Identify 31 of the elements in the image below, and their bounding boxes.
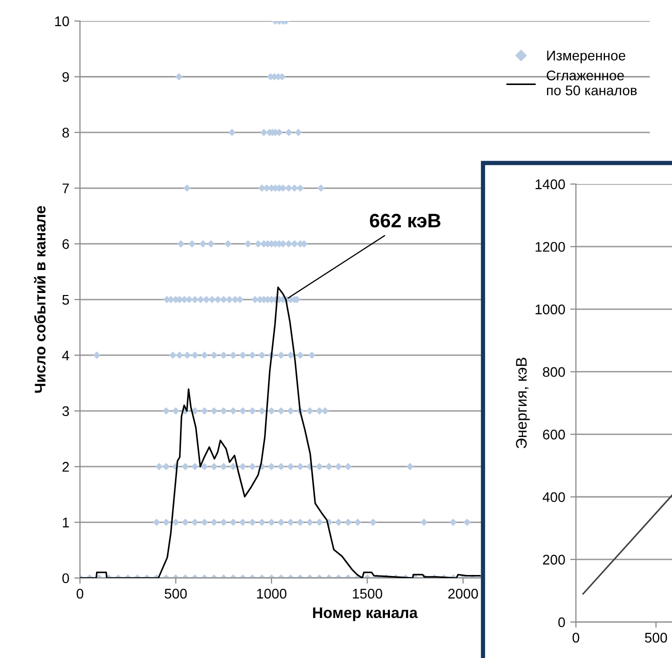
y-axis-title: Число событий в канале <box>34 206 46 393</box>
y-tick-label: 200 <box>543 554 565 565</box>
x-tick-label: 2000 <box>448 588 478 599</box>
y-tick-label: 5 <box>62 295 69 305</box>
x-tick-label: 500 <box>644 632 668 643</box>
y-tick-label: 9 <box>62 72 69 82</box>
y-tick-label: 6 <box>62 239 69 249</box>
y-tick-label: 3 <box>62 406 69 416</box>
y-tick-label: 1200 <box>536 242 565 252</box>
y-tick-label: 400 <box>542 492 565 502</box>
y-tick-label: 1400 <box>536 179 565 190</box>
y-tick-label: 0 <box>62 573 70 584</box>
y-tick-label: 10 <box>55 16 70 26</box>
x-tick-label: 0 <box>76 588 84 599</box>
y-tick-label: 7 <box>62 184 69 194</box>
y-tick-label: 4 <box>62 350 70 360</box>
y-tick-label: 800 <box>542 367 565 377</box>
y-tick-label: 1 <box>62 518 69 528</box>
x-tick-label: 500 <box>164 588 187 599</box>
y-tick-label: 0 <box>558 617 565 628</box>
y-tick-label: 8 <box>62 128 69 138</box>
y-axis-title: Энергия, кэВ <box>516 358 530 448</box>
y-tick-label: 2 <box>62 462 69 472</box>
y-tick-label: 1000 <box>536 304 565 314</box>
legend-label: Сглаженное по 50 каналов <box>546 70 637 96</box>
x-axis-title: Номер канала <box>313 607 418 622</box>
x-tick-label: 1000 <box>257 588 286 599</box>
x-tick-label: 1500 <box>352 588 382 599</box>
legend-label: Измеренное <box>547 50 626 64</box>
y-tick-label: 600 <box>543 430 565 440</box>
annotation: 662 кэВ <box>370 214 440 228</box>
